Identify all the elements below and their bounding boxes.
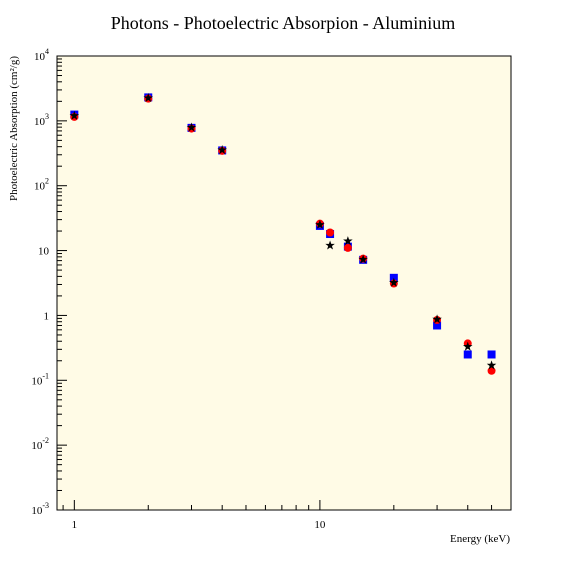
- data-point-star: [217, 145, 227, 155]
- y-tick-label: 103: [34, 112, 49, 128]
- data-point-star: [325, 240, 335, 250]
- data-point-square: [463, 350, 472, 359]
- y-tick-label: 10-3: [31, 501, 49, 517]
- y-tick-label: 10: [38, 246, 50, 258]
- data-point-star: [463, 341, 473, 351]
- y-tick-label: 1: [44, 310, 50, 322]
- x-tick-label: 10: [314, 519, 326, 531]
- data-point-circle: [343, 243, 352, 252]
- data-point-star: [432, 314, 442, 324]
- data-point-star: [358, 254, 368, 264]
- plot-area: [56, 55, 512, 511]
- chart-title: Photons - Photoelectric Absorpion - Alum…: [111, 13, 456, 33]
- data-point-star: [389, 277, 399, 287]
- y-axis-label: Photoelectric Absorption (cm²/g): [8, 56, 20, 201]
- data-point-circle: [487, 366, 496, 375]
- data-point-star: [315, 219, 325, 229]
- data-point-star: [143, 93, 154, 103]
- x-axis-label: Energy (keV): [450, 533, 510, 545]
- data-point-square: [433, 321, 442, 330]
- data-point-star: [343, 236, 353, 246]
- data-point-star: [69, 110, 80, 120]
- y-tick-label: 10-1: [31, 371, 49, 387]
- data-point-star: [186, 122, 197, 132]
- data-points: [69, 93, 497, 375]
- data-point-square: [487, 350, 496, 359]
- x-tick-label: 1: [72, 519, 78, 531]
- y-tick-label: 104: [34, 47, 49, 63]
- y-tick-label: 10-2: [31, 436, 49, 452]
- data-point-star: [486, 360, 497, 370]
- data-point-circle: [326, 228, 335, 237]
- y-tick-label: 102: [34, 177, 49, 193]
